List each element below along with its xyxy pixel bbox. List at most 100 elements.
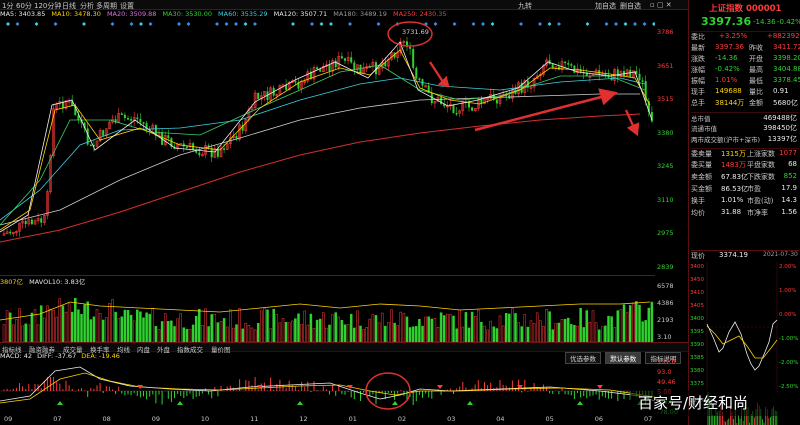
quote-value: 38144万 [715, 99, 745, 107]
window-controls[interactable]: ▫ ▢ ✕ [650, 1, 672, 9]
breadth-label: 委买量 [691, 161, 712, 169]
period-1m-tab[interactable]: 1分 [2, 2, 14, 10]
price-tick-label: 3245 [657, 162, 674, 171]
candlestick-chart[interactable]: 3731.69 [0, 20, 655, 275]
market-row: 流通市值 398450亿 [691, 123, 799, 134]
time-tick-label: 02 [397, 415, 407, 423]
default-params-button[interactable]: 默认参数 [605, 352, 642, 364]
macd-chart[interactable] [0, 361, 655, 414]
settings-menu[interactable]: 设置 [120, 2, 134, 10]
breadth-value: 1.01% [721, 196, 744, 204]
market-row: 两市成交额(沪市+深市) 13397亿 [691, 134, 799, 145]
diff-line [0, 366, 655, 402]
remove-favorite-button[interactable]: 删自选 [620, 2, 641, 10]
mini-pct-tick: 2.00% [779, 264, 796, 270]
breadth-row: 均价 31.88 市净率 1.56 [691, 208, 799, 219]
macd-value: MACD: 42 [0, 352, 33, 360]
quote-label: 振幅 [691, 77, 705, 85]
time-tick-label: 09 [4, 415, 13, 423]
diff-value: DIFF: -37.67 [37, 352, 77, 360]
mini-pct-tick: 0.00% [779, 312, 796, 318]
breadth-row: 买金额 86.53亿 市盈 17.9 [691, 184, 799, 195]
macd-tick-label: 49.46 [657, 378, 676, 386]
indicator-tab[interactable]: 融资融券 [29, 346, 55, 354]
time-tick-label: 09 [151, 415, 160, 423]
quote-value: 3398.20 [773, 54, 800, 62]
quote-row: 总手 38144万 金额 5680亿 [691, 98, 799, 109]
period-day-tab[interactable]: 日线 [62, 2, 76, 10]
period-120m-tab[interactable]: 120分钟 [34, 2, 62, 10]
mini-price-tick: 3405 [690, 303, 704, 309]
nine-turn-label[interactable]: 九转 [518, 2, 532, 10]
breadth-value: 1315万 [721, 150, 746, 158]
indicator-tab[interactable]: 成交量 [63, 346, 83, 354]
quote-row: 涨跌 -14.36 开盘 3398.20 [691, 54, 800, 65]
price-tick-label: 3110 [657, 195, 674, 204]
time-tick-label: 10 [200, 415, 210, 423]
indicator-tab[interactable]: 均线 [117, 346, 130, 354]
ma250-line [0, 113, 641, 243]
indicator-tab[interactable]: 指数成交 [177, 346, 203, 354]
quote-value: -14.36 [715, 54, 738, 62]
ma10-line [0, 49, 651, 231]
mini-price-tick: 3390 [690, 342, 704, 348]
mini-chart-date: 2021-07-30 [763, 251, 798, 258]
quote-row: 振幅 1.01% 最低 3378.45 [691, 76, 800, 87]
mini-chart-label: 现价 [691, 252, 705, 260]
quote-label: 昨收 [749, 44, 763, 52]
volume-value: 3807亿 [0, 278, 24, 286]
indicator-tab[interactable]: 量价图 [211, 346, 231, 354]
ma60-line [0, 77, 646, 221]
indicator-help-button[interactable]: 指标说明 [645, 352, 682, 364]
breadth-value: 31.88 [721, 208, 742, 216]
quote-value: 3404.88 [773, 65, 800, 73]
breadth-value: 17.9 [781, 184, 797, 192]
add-favorite-button[interactable]: 加自选 [595, 2, 616, 10]
analysis-menu[interactable]: 分析 [80, 2, 94, 10]
breadth-row: 委卖量 1315万 上涨家数 1077 [691, 148, 799, 159]
peak-price-label: 3731.69 [402, 28, 429, 36]
quote-label: 金额 [749, 99, 763, 107]
indicator-tab[interactable]: 换手率 [90, 346, 110, 354]
ma30-line [0, 64, 646, 226]
price-change-pct: -0.42% [777, 18, 800, 26]
period-60m-tab[interactable]: 60分 [16, 2, 32, 10]
breadth-label: 下跌家数 [747, 173, 775, 181]
quote-panel: 上证指数 000001 3397.36 -14.36 -0.42% 委比 +3.… [688, 0, 800, 425]
time-tick-label: 07 [644, 415, 653, 423]
price-tick-label: 3786 [657, 28, 674, 36]
volume-chart[interactable] [0, 284, 655, 342]
time-tick-label: 12 [299, 415, 308, 423]
time-tick-label: 04 [496, 415, 505, 423]
ma5-line [0, 41, 653, 233]
mini-chart-price: 3374.19 [719, 251, 748, 259]
volume-header: 3807亿 MAVOL10: 3.83亿 [0, 275, 655, 286]
macd-tick-label: 93.0 [657, 368, 672, 376]
multi-period-menu[interactable]: 多周期 [96, 2, 117, 10]
breadth-label: 换手 [691, 197, 705, 205]
time-tick-label: 05 [545, 415, 554, 423]
ma10-value: MA10: 3478.30 [51, 10, 101, 18]
quote-value: 0.91 [773, 87, 789, 95]
webi-value: +3.25% [719, 32, 748, 40]
indicator-tab[interactable]: 内盘 [137, 346, 150, 354]
mini-pct-tick: -2.50% [779, 384, 798, 390]
candles [2, 36, 653, 237]
breadth-row: 换手 1.01% 市盈(动) 14.3 [691, 196, 799, 207]
breadth-label: 均价 [691, 209, 705, 217]
indicator-tab[interactable]: 外盘 [157, 346, 170, 354]
ma-legend: MA5: 3403.85 MA10: 3478.30 MA20: 3509.88… [0, 10, 560, 20]
optimal-params-button[interactable]: 优选参数 [565, 352, 601, 364]
time-axis: 09 07 08 09 10 11 12 01 02 03 04 05 06 07 [0, 414, 660, 425]
price-tick-label: 3515 [657, 95, 674, 104]
macd-tick-label: 137.0 [657, 358, 676, 366]
price-tick-label: 3651 [657, 61, 674, 70]
quote-value: 149688 [715, 87, 742, 95]
mini-pct-tick: -2.00% [779, 360, 798, 366]
kline-chart-pane[interactable]: 1分 60分 120分钟 日线 分析 多周期 设置 九转 加自选 删自选 ▫ ▢… [0, 0, 688, 425]
indicator-tab[interactable]: 指标线 [2, 346, 22, 354]
ma120-value: MA120: 3507.71 [273, 10, 328, 18]
quote-row: 现手 149688 量比 0.91 [691, 87, 799, 98]
chart-toolbar: 1分 60分 120分钟 日线 分析 多周期 设置 九转 加自选 删自选 ▫ ▢… [0, 0, 688, 10]
breadth-value: 852 [783, 172, 797, 180]
